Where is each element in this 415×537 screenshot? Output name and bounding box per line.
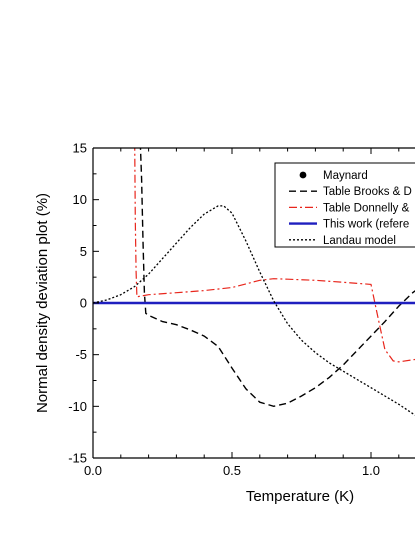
legend-label-4: This work (refere	[323, 219, 409, 231]
x-tick-label: 1.0	[362, 463, 380, 478]
y-axis-label: Normal density deviation plot (%)	[34, 193, 51, 413]
series-line-3	[134, 148, 415, 363]
y-tick-label: 0	[80, 296, 87, 311]
legend-label-2: Table Brooks & D	[323, 186, 412, 198]
series-line-5	[93, 205, 415, 416]
y-tick-label: 5	[80, 244, 87, 259]
x-axis-label: Temperature (K)	[246, 488, 354, 505]
y-tick-label: 15	[73, 141, 87, 156]
legend-marker-1	[299, 171, 307, 179]
legend-label-3: Table Donnelly &	[323, 202, 410, 214]
y-tick-label: -15	[68, 451, 87, 466]
x-tick-label: 0.0	[84, 463, 102, 478]
y-tick-label: 10	[73, 192, 87, 207]
legend: Maynard Table Brooks & D Table Donnelly & T…	[274, 162, 415, 248]
x-tick-label: 0.5	[223, 463, 241, 478]
legend-label-1: Maynard	[323, 170, 368, 182]
series-line-2	[139, 148, 415, 408]
axes-layer: -15 -10 -5 0 5 10 15 0.0 0.5 1.0	[68, 141, 415, 478]
series-layer	[93, 148, 415, 416]
y-tick-label: -10	[68, 399, 87, 414]
y-tick-label: -5	[75, 347, 87, 362]
legend-label-5: Landau model	[323, 235, 396, 247]
legend-box	[274, 162, 415, 248]
